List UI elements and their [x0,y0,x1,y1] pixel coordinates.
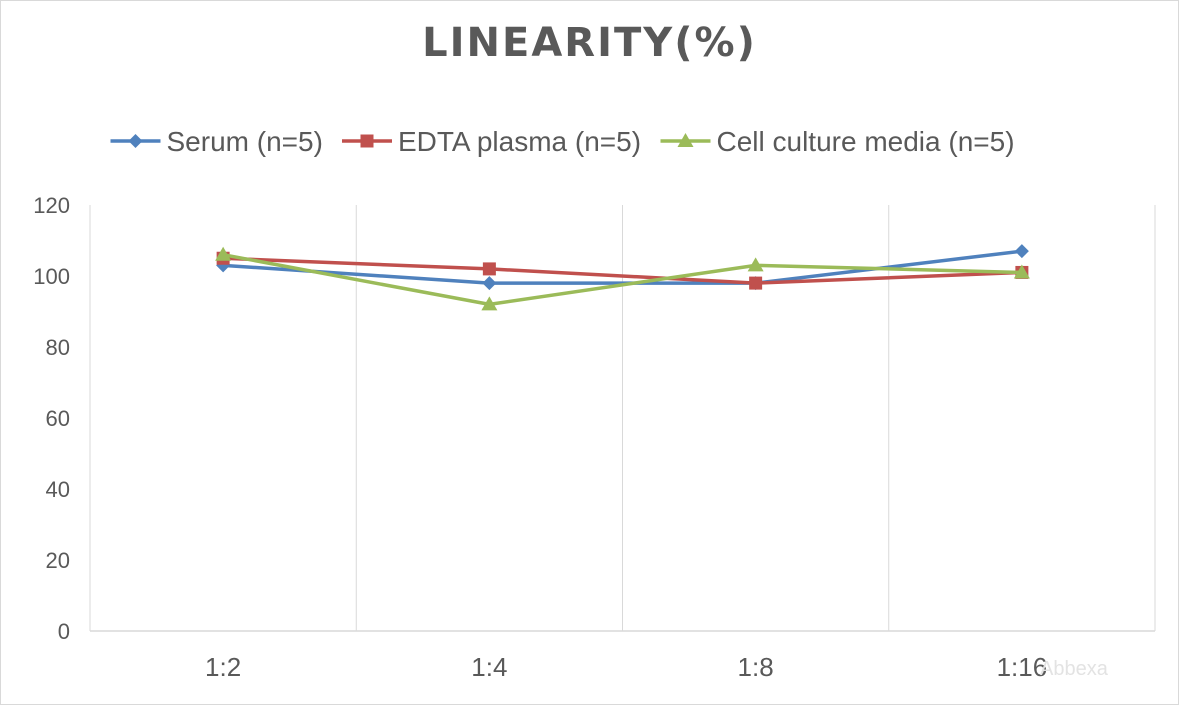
gridlines [89,205,1156,631]
x-tick-label: 1:16 [997,652,1048,682]
watermark: Abbexa [1040,658,1108,680]
legend-label: Serum (n=5) [167,126,323,157]
legend-item: Cell culture media (n=5) [660,126,1015,157]
chart-title: LINEARITY(%) [422,20,757,66]
y-tick-label: 80 [46,335,70,360]
x-tick-label: 1:8 [738,652,774,682]
series-2-point [747,257,764,272]
series-1-point [749,276,763,290]
series-0-point [1014,244,1029,259]
series-2-point [1013,264,1030,279]
y-tick-label: 20 [46,548,70,573]
legend-marker [360,134,374,148]
legend-label: EDTA plasma (n=5) [398,126,641,157]
legend-item: EDTA plasma (n=5) [342,126,641,157]
x-tick-label: 1:2 [205,652,241,682]
series-1-point [482,262,496,276]
legend-label: Cell culture media (n=5) [717,126,1015,157]
y-tick-label: 100 [33,264,70,289]
y-tick-label: 120 [33,193,70,218]
series [215,244,1030,311]
series-2-point [215,246,232,261]
x-tick-label: 1:4 [471,652,507,682]
legend: Serum (n=5) EDTA plasma (n=5) Cell culture… [110,126,1015,157]
y-tick-label: 60 [46,406,70,431]
series-line-2 [222,252,1022,307]
series-line-1 [223,256,1022,285]
axes: 0 20 40 60 80 100 120 1:2 1:4 1:8 1:16 [33,193,1155,682]
series-0-point [482,276,497,291]
series-line-0 [223,249,1023,285]
series-2-point [481,296,498,311]
y-tick-label: 40 [46,477,70,502]
legend-marker [677,133,694,147]
y-tick-label: 0 [58,619,70,644]
legend-item: Serum (n=5) [110,126,323,157]
legend-marker [128,134,143,148]
